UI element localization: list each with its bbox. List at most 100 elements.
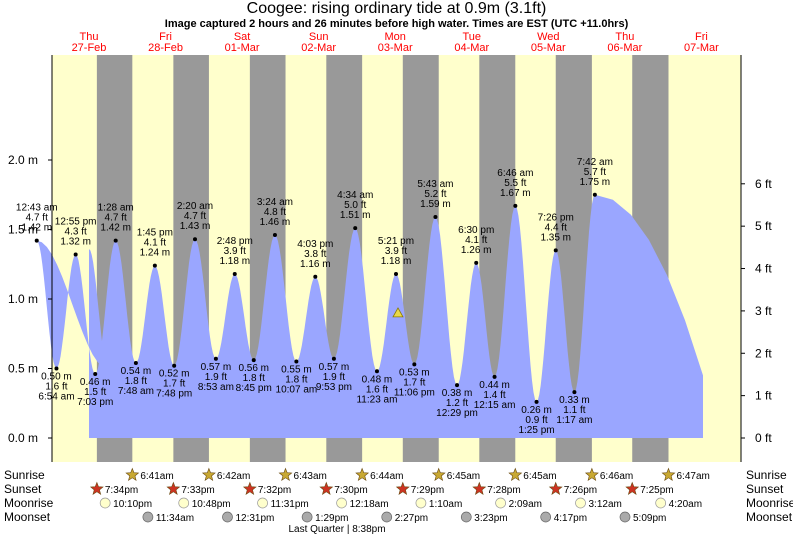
- row-label-left: Sunset: [4, 482, 42, 496]
- tide-low-label: 12:29 pm: [436, 408, 478, 419]
- tide-low-label: 1.5 ft: [84, 387, 106, 398]
- moonset-time: 5:09pm: [633, 513, 666, 524]
- sunrise-icon: [201, 467, 216, 481]
- sunset-icon: [89, 481, 104, 495]
- day-of-week-label: Wed: [537, 31, 559, 43]
- tide-point: [93, 372, 98, 377]
- tide-area: [36, 194, 703, 438]
- y-tick-label-ft: 3 ft: [755, 304, 772, 318]
- tide-high-label: 7:42 am: [577, 157, 613, 168]
- chart-title: Coogee: rising ordinary tide at 0.9m (3.…: [246, 0, 547, 17]
- tide-low-label: 7:48 pm: [156, 389, 192, 400]
- day-of-week-label: Fri: [695, 31, 708, 43]
- tide-high-label: 4.3 ft: [65, 227, 87, 238]
- sunset-icon: [395, 481, 410, 495]
- tide-low-label: 7:03 pm: [77, 397, 113, 408]
- moonrise-time: 10:48pm: [192, 499, 231, 510]
- tide-high-label: 6:30 pm: [458, 225, 494, 236]
- tide-high-label: 7:26 pm: [538, 212, 574, 223]
- tide-low-label: 1.6 ft: [45, 382, 67, 393]
- tide-point: [412, 362, 417, 367]
- y-tick-label-ft: 2 ft: [755, 346, 772, 360]
- tide-low-label: 1.8 ft: [243, 373, 265, 384]
- tide-high-label: 2:20 am: [177, 201, 213, 212]
- date-label: 28-Feb: [148, 42, 183, 54]
- tide-low-label: 0.57 m: [319, 362, 350, 373]
- tide-low-label: 1.1 ft: [563, 405, 585, 416]
- day-of-week-label: Sat: [234, 31, 251, 43]
- moonset-icon: [540, 511, 552, 523]
- tide-low-label: 8:53 am: [198, 382, 234, 393]
- tide-low-label: 1:25 pm: [518, 425, 554, 436]
- tide-point: [433, 214, 438, 219]
- sunset-time: 7:32pm: [258, 485, 291, 496]
- moonrise-icon: [415, 497, 427, 509]
- sunset-time: 7:28pm: [487, 485, 520, 496]
- tide-high-label: 5.0 ft: [344, 200, 366, 211]
- tide-low-label: 0.38 m: [442, 388, 473, 399]
- date-label: 06-Mar: [607, 42, 642, 54]
- tide-high-label: 4:34 am: [337, 190, 373, 201]
- tide-high-label: 1.32 m: [60, 237, 91, 248]
- row-label-left: Moonrise: [4, 496, 54, 510]
- sunset-time: 7:30pm: [334, 485, 367, 496]
- tide-low-label: 1.6 ft: [366, 384, 388, 395]
- moonrise-time: 11:31pm: [271, 499, 309, 510]
- date-label: 01-Mar: [225, 42, 260, 54]
- tide-high-label: 3.9 ft: [224, 246, 246, 257]
- tide-high-label: 1.16 m: [300, 259, 331, 270]
- tide-high-label: 5.2 ft: [424, 189, 446, 200]
- row-label-right: Sunrise: [746, 468, 787, 482]
- sunrise-icon: [355, 467, 370, 481]
- y-tick-label-m: 0.0 m: [8, 431, 38, 445]
- tide-low-label: 1.8 ft: [285, 375, 307, 386]
- date-label: 02-Mar: [301, 42, 336, 54]
- sunrise-time: 6:43am: [294, 471, 327, 482]
- tide-high-label: 4:03 pm: [297, 239, 333, 250]
- tide-high-label: 12:43 am: [16, 203, 58, 214]
- date-label: 04-Mar: [454, 42, 489, 54]
- tide-low-label: 0.57 m: [201, 362, 232, 373]
- tide-low-label: 0.52 m: [159, 369, 190, 380]
- row-label-left: Moonset: [4, 510, 51, 524]
- tide-high-label: 1.26 m: [461, 245, 492, 256]
- sunset-icon: [319, 481, 334, 495]
- tide-low-label: 0.54 m: [121, 366, 152, 377]
- moonrise-time: 1:10am: [429, 499, 462, 510]
- tide-high-label: 1.18 m: [219, 256, 250, 267]
- day-of-week-label: Mon: [384, 31, 405, 43]
- tide-low-label: 1.2 ft: [446, 398, 468, 409]
- tide-point: [54, 366, 59, 371]
- tide-high-label: 1.42 m: [21, 223, 52, 234]
- tide-point: [455, 383, 460, 388]
- day-of-week-label: Thu: [80, 31, 99, 43]
- tide-point: [331, 356, 336, 361]
- tide-low-label: 0.56 m: [238, 363, 269, 374]
- tide-low-label: 6:54 am: [38, 392, 74, 403]
- row-label-right: Moonrise: [746, 496, 793, 510]
- tide-low-label: 0.53 m: [399, 367, 430, 378]
- sunrise-time: 6:45am: [523, 471, 556, 482]
- row-label-right: Moonset: [746, 510, 793, 524]
- moonset-icon: [619, 511, 631, 523]
- tide-point: [513, 203, 518, 208]
- tide-high-label: 3:24 am: [257, 197, 293, 208]
- tide-high-label: 5:43 am: [417, 179, 453, 190]
- tide-high-label: 1.75 m: [580, 177, 611, 188]
- tide-high-label: 4.7 ft: [26, 213, 48, 224]
- tide-high-label: 4.4 ft: [545, 222, 567, 233]
- tide-point: [34, 238, 39, 243]
- tide-high-label: 1.24 m: [140, 248, 171, 259]
- tide-low-label: 0.44 m: [479, 380, 510, 391]
- moonset-icon: [381, 511, 393, 523]
- tide-point: [73, 252, 78, 257]
- tide-high-label: 1:28 am: [98, 203, 134, 214]
- tide-low-label: 0.48 m: [362, 374, 393, 385]
- tide-high-label: 2:48 pm: [217, 236, 253, 247]
- moonset-time: 12:31pm: [235, 513, 274, 524]
- tide-point: [294, 359, 299, 364]
- tide-low-label: 0.46 m: [80, 377, 111, 388]
- moonrise-icon: [655, 497, 667, 509]
- sunrise-icon: [584, 467, 599, 481]
- tide-point: [393, 271, 398, 276]
